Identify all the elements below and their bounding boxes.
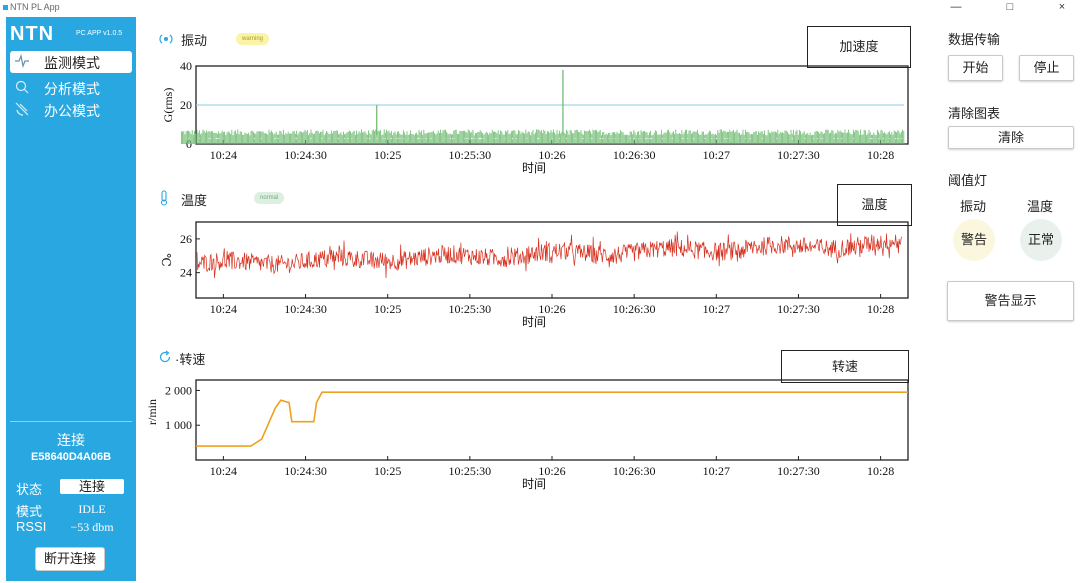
rssi-label: RSSI: [16, 519, 47, 534]
vibration-x-tick-label: 10:24: [210, 148, 237, 162]
temperature-x-tick-label: 10:25:30: [449, 302, 492, 316]
disconnect-button[interactable]: 断开连接: [35, 547, 105, 571]
temperature-y-axis-title: ℃: [159, 253, 173, 266]
temperature-x-tick-label: 10:25: [374, 302, 401, 316]
vibration-x-tick-label: 10:26: [538, 148, 565, 162]
vibration-x-tick-label: 10:25: [374, 148, 401, 162]
alarm-display-button[interactable]: 警告显示: [947, 281, 1074, 321]
speed-title: ·转速: [175, 352, 206, 367]
temperature-x-tick-label: 10:24: [210, 302, 237, 316]
app-version: PC APP v1.0.5: [76, 30, 123, 37]
speed-x-tick-label: 10:24: [210, 464, 237, 478]
stop-button[interactable]: 停止: [1019, 55, 1074, 81]
speed-x-axis-title: 时间: [522, 477, 546, 491]
speed-x-tick-label: 10:25: [374, 464, 401, 478]
nav-item-office[interactable]: 办公模式: [10, 99, 132, 121]
connection-panel: [10, 421, 132, 578]
temperature-legend: 温度: [837, 184, 912, 226]
speed-x-tick-label: 10:26: [538, 464, 565, 478]
vibration-x-tick-label: 10:28: [867, 148, 894, 162]
vibration-lamp-label: 振动: [960, 199, 987, 214]
temperature-status-badge: normal: [254, 192, 285, 204]
speed-series-line: [196, 391, 908, 447]
title-bar: NTN PL App — □ ×: [0, 0, 1080, 16]
speed-x-tick-label: 10:25:30: [449, 464, 492, 478]
nav-item-analysis[interactable]: 分析模式: [10, 77, 132, 99]
vibration-y-tick-label: 20: [180, 98, 192, 112]
nav-item-monitor[interactable]: 监测模式: [10, 51, 132, 73]
speed-x-tick-label: 10:28: [867, 464, 894, 478]
vibration-warning-lamp: 警告: [953, 219, 995, 261]
temperature-x-tick-label: 10:26: [538, 302, 565, 316]
temperature-x-tick-label: 10:24:30: [284, 302, 327, 316]
vibration-y-tick-label: 40: [180, 59, 192, 73]
temperature-x-tick-label: 10:27:30: [777, 302, 820, 316]
search-icon: [15, 80, 29, 94]
temperature-x-tick-label: 10:28: [867, 302, 894, 316]
satellite-icon: [15, 102, 29, 116]
clear-chart-label: 清除图表: [948, 106, 1001, 121]
speed-y-tick-label: 1 000: [165, 418, 192, 432]
temperature-y-tick-label: 26: [180, 232, 192, 246]
vibration-x-tick-label: 10:26:30: [613, 148, 656, 162]
data-transfer-label: 数据传输: [948, 32, 1001, 47]
mode-value: IDLE: [78, 502, 106, 516]
app-logo-icon: [3, 5, 8, 10]
temperature-series-line: [196, 231, 903, 279]
window-title: NTN PL App: [10, 2, 60, 12]
rotation-icon: [159, 350, 171, 363]
device-id: E58640D4A06B: [30, 451, 112, 463]
nav-label: 办公模式: [44, 103, 100, 119]
speed-x-tick-label: 10:26:30: [613, 464, 656, 478]
vibration-x-tick-label: 10:27:30: [777, 148, 820, 162]
minimize-button[interactable]: —: [950, 1, 962, 13]
speed-x-tick-label: 10:27:30: [777, 464, 820, 478]
speed-y-tick-label: 2 000: [165, 383, 192, 397]
clear-button[interactable]: 清除: [948, 126, 1074, 149]
vibration-x-tick-label: 10:27: [703, 148, 730, 162]
nav-label: 监测模式: [44, 55, 100, 71]
threshold-lamp-label: 阈值灯: [948, 173, 988, 188]
vibration-chart: 10:24 10:24:30 10:25 10:25:30 10:26 10:26:30 1…: [161, 59, 909, 175]
vibration-y-axis-title: G(rms): [161, 88, 175, 123]
vibration-icon: [159, 34, 173, 44]
brand-logo: NTN: [10, 23, 55, 45]
speed-y-axis-title: r/min: [145, 399, 159, 425]
speed-x-tick-label: 10:24:30: [284, 464, 327, 478]
thermometer-icon: [160, 190, 168, 206]
vibration-x-tick-label: 10:24:30: [284, 148, 327, 162]
vibration-title: 振动: [181, 33, 208, 48]
temperature-x-tick-label: 10:27: [703, 302, 730, 316]
temperature-x-tick-label: 10:26:30: [613, 302, 656, 316]
speed-chart: 10:24 10:24:30 10:25 10:25:30 10:26 10:26:30 1…: [145, 379, 909, 491]
temperature-normal-lamp: 正常: [1020, 219, 1062, 261]
temperature-x-axis-title: 时间: [522, 315, 546, 329]
mode-label: 模式: [16, 504, 43, 519]
temperature-lamp-label: 温度: [1027, 199, 1054, 214]
vibration-x-axis-title: 时间: [522, 161, 546, 175]
temperature-title: 温度: [181, 193, 208, 208]
speed-legend: 转速: [781, 350, 909, 383]
vibration-legend: 加速度: [807, 26, 911, 68]
temperature-chart: 10:24 10:24:30 10:25 10:25:30 10:26 10:26:30 1…: [159, 221, 909, 329]
rssi-value: −53 dbm: [70, 520, 114, 534]
vibration-status-badge: warning: [236, 33, 270, 45]
nav-label: 分析模式: [44, 81, 100, 97]
vibration-x-tick-label: 10:25:30: [449, 148, 492, 162]
pulse-icon: [15, 53, 29, 69]
start-button[interactable]: 开始: [948, 55, 1003, 81]
speed-x-tick-label: 10:27: [703, 464, 730, 478]
state-label: 状态: [16, 482, 43, 497]
connection-title: 连接: [57, 432, 85, 448]
close-button[interactable]: ×: [1058, 1, 1066, 13]
temperature-y-tick-label: 24: [180, 266, 192, 280]
maximize-button[interactable]: □: [1006, 1, 1014, 13]
vibration-series-line: [180, 129, 905, 144]
state-value: 连接: [60, 479, 124, 494]
